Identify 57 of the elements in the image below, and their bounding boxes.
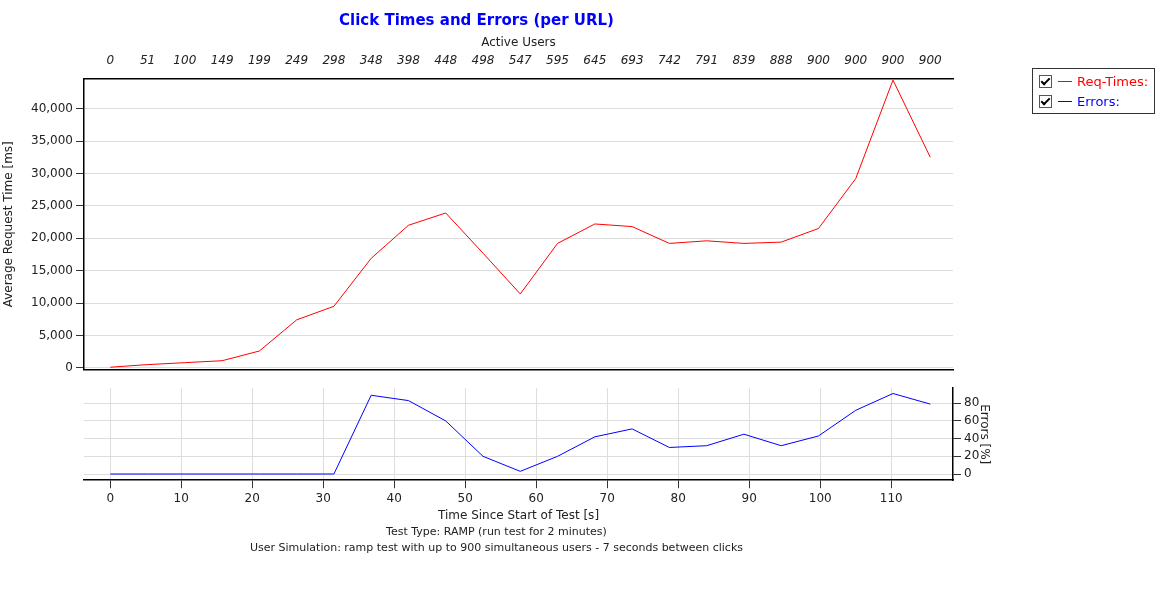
x-tick-label: 398 [397, 52, 421, 67]
x-tick-label: 20 [244, 490, 260, 505]
x-tick-label: 595 [546, 52, 569, 67]
legend-label: Errors: [1077, 93, 1120, 109]
x-tick-label: 888 [769, 52, 793, 67]
x-tick-label: 149 [210, 52, 234, 67]
x-tick-label: 199 [247, 52, 271, 67]
x-tick-label: 50 [457, 490, 473, 505]
y-tick-label: 15,000 [31, 262, 73, 277]
x-tick-label: 249 [285, 52, 309, 67]
x-tick-label: 693 [620, 52, 644, 67]
x-tick-label: 90 [741, 490, 757, 505]
x-tick-label: 0 [106, 490, 115, 505]
y-tick-label: 10,000 [31, 295, 73, 310]
y2-tick-label: 60 [964, 413, 980, 428]
x2-axis-title: Active Users [481, 35, 556, 50]
x-tick-label: 100 [173, 52, 197, 67]
x-tick-label: 70 [599, 490, 615, 505]
x-tick-label: 498 [471, 52, 495, 67]
x-tick-label: 742 [657, 52, 681, 67]
y-tick-label: 20,000 [31, 230, 73, 245]
y-tick-label: 40,000 [31, 100, 73, 115]
x-axis-title: Time Since Start of Test [s] [436, 507, 600, 522]
legend-label: Req-Times: [1077, 73, 1149, 89]
y-axis-title: Average Request Time [ms] [1, 141, 16, 308]
x-tick-label: 10 [173, 490, 189, 505]
x-tick-label: 900 [881, 52, 905, 67]
x-tick-label: 448 [434, 52, 458, 67]
x-tick-label: 900 [806, 52, 831, 67]
x-tick-label: 60 [528, 490, 544, 505]
x-tick-label: 900 [918, 52, 943, 67]
y-tick-label: 5,000 [38, 327, 73, 342]
text: Test Type: RAMP (run test for 2 minutes) [385, 525, 608, 538]
x-tick-label: 645 [583, 52, 607, 67]
x-tick-label: 100 [808, 490, 832, 505]
y2-tick-label: 20 [964, 448, 980, 463]
x-tick-label: 30 [315, 490, 331, 505]
x-tick-label: 80 [670, 490, 686, 505]
x-tick-label: 0 [106, 52, 115, 67]
y-tick-label: 0 [65, 359, 73, 374]
y-tick-label: 25,000 [31, 197, 73, 212]
y-tick-label: 30,000 [31, 165, 73, 180]
x-tick-label: 839 [732, 52, 756, 67]
x-tick-label: 900 [844, 52, 868, 67]
text: User Simulation: ramp test with up to 900 simultaneous users - 7 seconds between clicks [249, 541, 744, 554]
y2-tick-label: 0 [964, 466, 972, 481]
chart-title: Click Times and Errors (per URL) [339, 10, 614, 29]
x-tick-label: 348 [359, 52, 383, 67]
x-tick-label: 791 [695, 52, 719, 67]
y2-tick-label: 80 [964, 395, 980, 410]
x-tick-label: 547 [508, 52, 533, 67]
y-tick-label: 35,000 [31, 133, 73, 148]
y2-tick-label: 40 [964, 430, 980, 445]
x-tick-label: 110 [879, 490, 903, 505]
x-tick-label: 40 [386, 490, 402, 505]
x-tick-label: 298 [322, 52, 346, 67]
x-tick-label: 51 [139, 52, 156, 67]
